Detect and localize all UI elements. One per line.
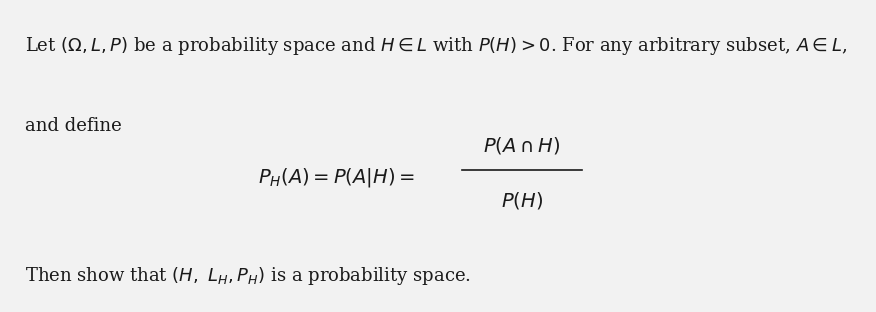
Text: Let $(\Omega, L, P)$ be a probability space and $H \in L$ with $P(H) > 0$. For a: Let $(\Omega, L, P)$ be a probability sp…: [25, 35, 847, 56]
Text: $P(A \cap H)$: $P(A \cap H)$: [484, 135, 561, 156]
Text: $P(H)$: $P(H)$: [501, 189, 543, 211]
Text: and define: and define: [25, 116, 122, 134]
Text: Then show that $(H,\ L_H, P_H)$ is a probability space.: Then show that $(H,\ L_H, P_H)$ is a pro…: [25, 265, 471, 287]
Text: $P_H(A) = P(A|H) =$: $P_H(A) = P(A|H) =$: [258, 166, 414, 189]
